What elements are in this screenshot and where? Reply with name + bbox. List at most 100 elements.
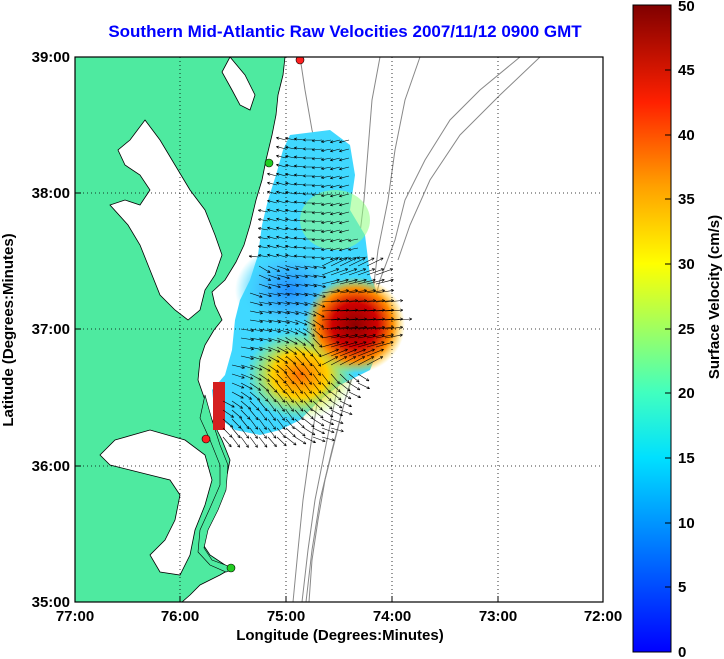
velocity-arrow [321, 202, 332, 206]
velocity-arrow [294, 274, 308, 279]
velocity-arrow [276, 226, 287, 231]
velocity-arrow [294, 382, 303, 394]
velocity-arrow [330, 202, 341, 207]
velocity-arrow [240, 409, 251, 420]
velocity-arrow [285, 218, 296, 222]
velocity-arrow [276, 382, 286, 394]
tick-marks [75, 192, 499, 602]
velocity-arrow [339, 166, 350, 171]
velocity-arrow [366, 348, 384, 357]
velocity-arrow [267, 190, 278, 195]
velocity-arrow [366, 333, 385, 339]
velocity-arrow [258, 209, 269, 213]
velocity-arrow [357, 257, 375, 267]
velocity-arrow [249, 427, 258, 439]
velocity-arrow [267, 226, 278, 231]
velocity-arrow [249, 373, 262, 381]
velocity-arrow [294, 328, 307, 336]
velocity-arrow [285, 373, 295, 385]
velocity-arrow [276, 163, 287, 168]
velocity-arrow [258, 254, 269, 258]
velocity-arrow [276, 199, 287, 204]
velocity-arrow [258, 409, 268, 421]
x-axis: 77:00 76:00 75:00 74:00 73:00 72:00 Long… [56, 608, 622, 644]
velocity-arrow [249, 391, 261, 401]
velocity-arrow [258, 310, 272, 315]
colorbar-tick-label: 15 [678, 450, 695, 467]
velocity-arrow [258, 427, 267, 439]
colorbar-tick-label: 20 [678, 385, 695, 402]
velocity-arrow [258, 245, 269, 249]
velocity-arrow [330, 229, 341, 234]
velocity-arrow [258, 236, 269, 240]
velocity-arrow [302, 147, 314, 151]
velocity-arrow [356, 256, 368, 260]
velocity-arrow [312, 319, 324, 328]
velocity-arrow [339, 348, 357, 357]
velocity-arrow [249, 364, 263, 371]
velocity-arrow [321, 229, 332, 233]
velocity-arrow [258, 364, 271, 372]
velocity-arrow [267, 292, 281, 297]
velocity-arrow [312, 292, 326, 298]
velocity-arrow [294, 337, 306, 346]
colorbar-tick-label: 0 [678, 644, 686, 659]
velocity-arrow [276, 136, 287, 141]
velocity-arrow [330, 220, 341, 225]
velocity-arrow [348, 256, 359, 260]
velocity-arrow [267, 199, 278, 204]
velocity-arrow [293, 146, 305, 150]
velocity-arrow [348, 238, 359, 242]
velocity-arrow [311, 211, 323, 215]
velocity-arrow [285, 391, 294, 403]
velocity-arrow [311, 238, 323, 242]
velocity-arrow [294, 436, 307, 445]
velocity-arrow [294, 418, 305, 429]
velocity-arrow [276, 235, 287, 240]
chesapeake-bay [109, 119, 223, 321]
velocity-arrow [321, 278, 340, 285]
velocity-arrow [330, 373, 340, 385]
velocity-arrow [303, 310, 317, 317]
colorbar: 50 45 40 35 30 25 20 15 10 5 0 Surface V… [632, 0, 723, 659]
velocity-arrow [258, 292, 272, 298]
velocity-arrow [384, 299, 404, 303]
velocity-arrow [321, 257, 339, 267]
velocity-arrow [302, 156, 314, 160]
velocity-arrow [321, 148, 332, 152]
velocity-arrow [258, 355, 272, 362]
velocity-arrow [231, 427, 241, 439]
velocity-arrow [375, 278, 394, 285]
velocity-arrow [311, 229, 323, 233]
velocity-arrow [312, 355, 322, 367]
velocity-arrow [330, 356, 348, 366]
velocity-arrow [366, 278, 385, 285]
velocity-arrow [267, 364, 279, 373]
velocity-arrow [357, 278, 376, 285]
velocity-arrow [293, 164, 305, 168]
velocity-arrow [330, 382, 341, 393]
velocity-arrow [276, 253, 287, 258]
velocity-arrow [249, 355, 263, 361]
velocity-arrow [249, 346, 263, 351]
velocity-arrow [258, 265, 271, 273]
velocity-arrow [302, 138, 314, 142]
velocity-arrow [249, 337, 263, 342]
velocity-arrow [258, 283, 272, 289]
velocity-arrow [303, 283, 317, 288]
velocity-arrow [249, 382, 261, 391]
velocity-arrow [267, 217, 278, 222]
y-axis-label: Latitude (Degrees:Minutes) [0, 233, 17, 426]
velocity-arrow [321, 256, 332, 260]
velocity-arrow [348, 348, 366, 357]
colorbar-tick-label: 40 [678, 127, 695, 144]
velocity-arrow [303, 265, 317, 270]
velocity-arrow [312, 382, 322, 394]
velocity-arrow [330, 193, 341, 198]
grid-lines [75, 57, 603, 602]
velocity-arrow [240, 436, 249, 448]
velocity-arrow [231, 364, 245, 369]
velocity-arrow [384, 308, 404, 312]
velocity-arrow [312, 364, 321, 376]
velocity-arrow [303, 418, 315, 428]
